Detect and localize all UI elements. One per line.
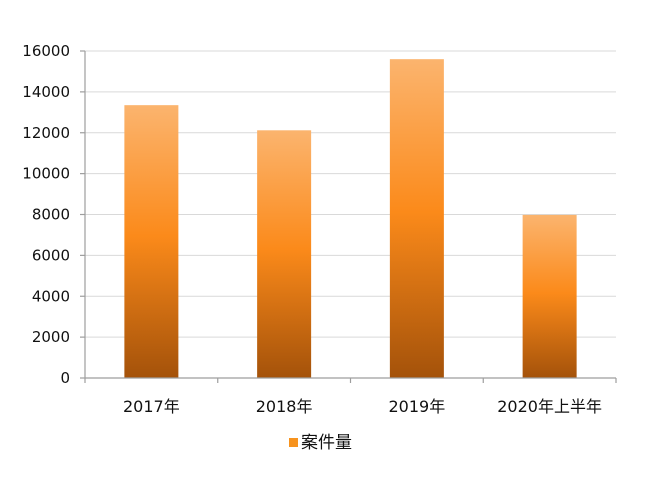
y-tick-label: 0	[60, 369, 70, 387]
bars	[124, 59, 577, 379]
x-category-label: 2017年	[123, 397, 180, 416]
x-category-label: 2018年	[256, 397, 313, 416]
y-tick-label: 16000	[22, 42, 70, 60]
y-tick-label: 6000	[32, 246, 70, 264]
y-tick-label: 10000	[22, 165, 70, 183]
y-tick-label: 8000	[32, 206, 70, 224]
bar-2	[257, 130, 312, 378]
bar-3	[389, 59, 444, 379]
axes	[80, 50, 617, 383]
y-axis-ticks: 0 2000 4000 6000 8000 10000 12000 14000 16000	[22, 42, 70, 387]
legend-label-cases: 案件量	[301, 433, 352, 453]
y-tick-label: 14000	[22, 83, 70, 101]
legend: 案件量	[289, 433, 352, 453]
legend-swatch	[289, 438, 298, 447]
x-axis-labels: 2017年 2018年 2019年 2020年上半年	[123, 397, 602, 416]
bar-1	[124, 105, 179, 379]
y-tick-label: 12000	[22, 124, 70, 142]
bar-4	[522, 214, 577, 378]
y-tick-label: 2000	[32, 328, 70, 346]
y-tick-label: 4000	[32, 287, 70, 305]
x-category-label: 2020年上半年	[497, 397, 602, 416]
x-category-label: 2019年	[389, 397, 446, 416]
